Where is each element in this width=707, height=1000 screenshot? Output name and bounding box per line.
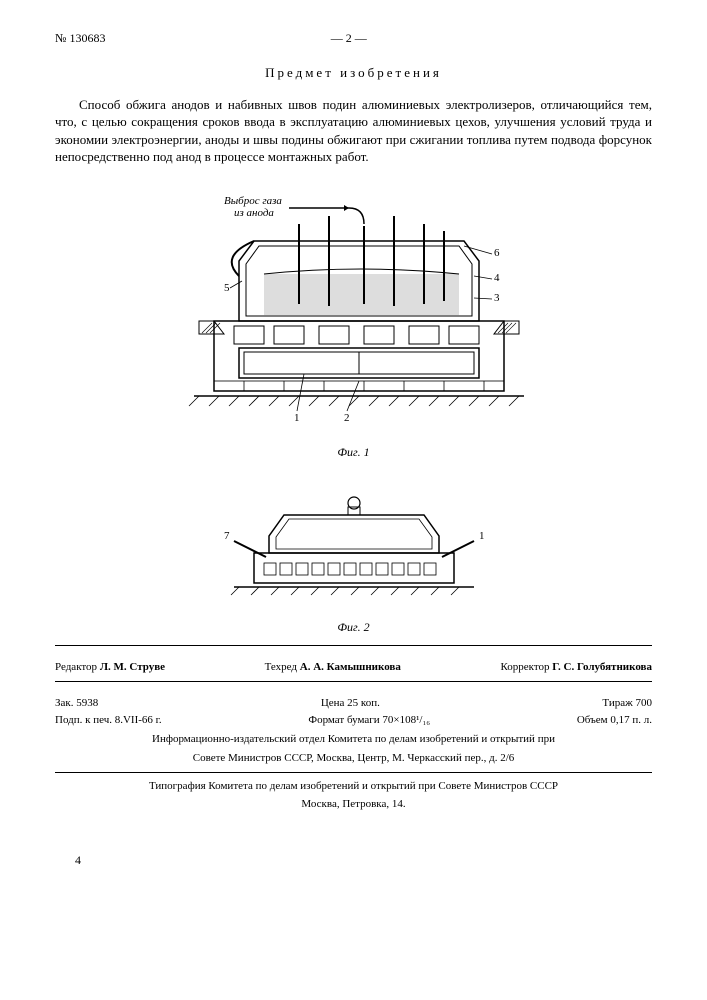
imprint-block: Зак. 5938 Цена 25 коп. Тираж 700 Подп. к… [55,696,652,765]
svg-text:1: 1 [294,412,300,424]
body-paragraph: Способ обжига анодов и набивных швов под… [55,96,652,166]
section-title: Предмет изобретения [55,64,652,82]
svg-text:4: 4 [494,272,500,284]
svg-text:1: 1 [479,530,485,542]
svg-text:6: 6 [494,247,500,259]
fig2-caption: Фиг. 2 [55,619,652,635]
page-header: № 130683 — 2 — [55,30,652,46]
page-number: 4 [75,852,652,868]
figure-1: Выброс газа из анода 5 [55,186,652,461]
svg-text:7: 7 [224,530,230,542]
credits-line: Редактор Л. М. Струве Техред А. А. Камыш… [55,660,652,675]
doc-number: № 130683 [55,30,105,46]
typography-line: Типография Комитета по делам изобретений… [55,779,652,794]
page-indicator: — 2 — [331,30,367,46]
svg-text:2: 2 [344,412,350,424]
fig1-annotation: Выброс газа [224,195,282,207]
svg-text:5: 5 [224,282,230,294]
fig1-caption: Фиг. 1 [55,444,652,460]
typography-address: Москва, Петровка, 14. [55,797,652,812]
svg-text:из анода: из анода [234,207,274,219]
figure-2: 7 1 Фиг. 2 [55,491,652,636]
svg-text:3: 3 [494,292,500,304]
